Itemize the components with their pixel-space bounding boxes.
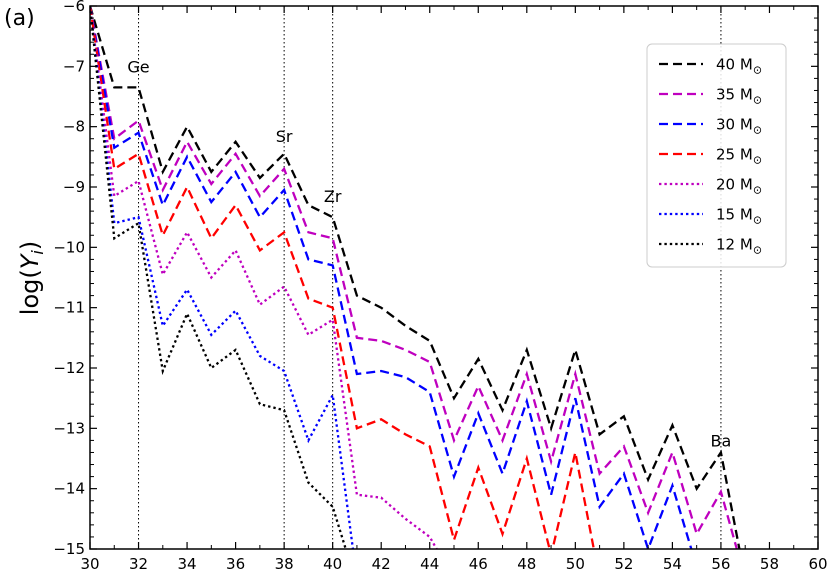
x-tick-label: 38: [275, 555, 294, 573]
x-tick-label: 42: [372, 555, 391, 573]
y-tick-label: −11: [53, 299, 85, 317]
x-tick-label: 58: [760, 555, 779, 573]
legend-mass-unit: M: [740, 176, 753, 194]
x-tick-label: 40: [323, 555, 342, 573]
y-tick-label: −10: [53, 238, 85, 256]
y-tick-label: −8: [63, 118, 85, 136]
legend-label: 40 M⊙: [716, 56, 762, 77]
legend-sun-symbol: ⊙: [753, 214, 762, 227]
plot-frame: [89, 5, 819, 550]
y-axis-label-base: log(: [16, 269, 44, 315]
legend-mass-value: 25: [716, 146, 740, 164]
y-tick-label: −6: [63, 0, 85, 15]
x-tick-label: 32: [129, 555, 148, 573]
legend-item-20-dotted: 20 M⊙: [659, 176, 762, 197]
legend-sun-symbol: ⊙: [753, 154, 762, 167]
y-axis-label: log(Yi): [16, 241, 47, 315]
legend-item-30-dashed: 30 M⊙: [659, 116, 762, 137]
legend-mass-value: 30: [716, 116, 740, 134]
y-axis-label-sub: i: [28, 250, 47, 255]
legend: 40 M⊙35 M⊙30 M⊙25 M⊙20 M⊙15 M⊙12 M⊙: [646, 43, 787, 268]
legend-mass-value: 12: [716, 236, 740, 254]
legend-sun-symbol: ⊙: [753, 124, 762, 137]
legend-label: 12 M⊙: [716, 236, 762, 257]
x-tick-label: 52: [614, 555, 633, 573]
series-layer: [90, 6, 741, 549]
legend-mass-value: 40: [716, 56, 740, 74]
legend-mass-unit: M: [740, 56, 753, 74]
legend-item-35-dashed: 35 M⊙: [659, 86, 762, 107]
legend-mass-unit: M: [740, 86, 753, 104]
legend-label: 35 M⊙: [716, 86, 762, 107]
element-annotations: Ge Sr Zr Ba: [127, 57, 731, 450]
series-line-40-dashed: [90, 6, 741, 549]
y-tick-label: −7: [63, 57, 85, 75]
y-tick-label: −15: [53, 540, 85, 558]
legend-mass-unit: M: [740, 236, 753, 254]
x-tick-label: 46: [469, 555, 488, 573]
legend-mass-unit: M: [740, 116, 753, 134]
series-line-12-dotted: [90, 6, 347, 549]
legend-label: 30 M⊙: [716, 116, 762, 137]
reference-lines: [138, 6, 722, 549]
y-tick-label: −13: [53, 419, 85, 437]
legend-item-40-dashed: 40 M⊙: [659, 56, 762, 77]
legend-item-15-dotted: 15 M⊙: [659, 206, 762, 227]
legend-label: 25 M⊙: [716, 146, 762, 167]
x-tick-label: 50: [566, 555, 585, 573]
element-label-sr: Sr: [276, 127, 293, 146]
x-tick-label: 48: [517, 555, 536, 573]
x-tick-label: 36: [226, 555, 245, 573]
panel-label: (a): [4, 6, 35, 31]
legend-mass-value: 15: [716, 206, 740, 224]
legend-mass-value: 20: [716, 176, 740, 194]
element-label-ge: Ge: [127, 57, 149, 76]
series-line-20-dotted: [90, 6, 438, 549]
legend-item-12-dotted: 12 M⊙: [659, 236, 762, 257]
series-line-30-dashed: [90, 6, 693, 549]
y-axis-label-var: Y: [16, 252, 44, 269]
y-tick-label: −14: [53, 480, 85, 498]
legend-item-25-dashed: 25 M⊙: [659, 146, 762, 167]
x-tick-label: 60: [808, 555, 827, 573]
series-line-35-dashed: [90, 6, 739, 549]
legend-sun-symbol: ⊙: [753, 94, 762, 107]
legend-label: 20 M⊙: [716, 176, 762, 197]
legend-mass-unit: M: [740, 206, 753, 224]
x-tick-label: 56: [711, 555, 730, 573]
x-tick-label: 34: [178, 555, 197, 573]
y-axis-label-close: ): [16, 241, 44, 250]
x-tick-label: 30: [80, 555, 99, 573]
series-line-15-dotted: [90, 6, 355, 549]
y-tick-label: −9: [63, 178, 85, 196]
x-tick-label: 44: [420, 555, 439, 573]
legend-mass-unit: M: [740, 146, 753, 164]
legend-sun-symbol: ⊙: [753, 184, 762, 197]
element-label-zr: Zr: [324, 187, 342, 206]
legend-box: [646, 43, 787, 268]
legend-sun-symbol: ⊙: [753, 64, 762, 77]
y-tick-label: −12: [53, 359, 85, 377]
series-line-25-dashed: [90, 6, 595, 549]
x-tick-label: 54: [663, 555, 682, 573]
legend-mass-value: 35: [716, 86, 740, 104]
element-label-ba: Ba: [711, 431, 732, 450]
legend-label: 15 M⊙: [716, 206, 762, 227]
legend-sun-symbol: ⊙: [753, 244, 762, 257]
